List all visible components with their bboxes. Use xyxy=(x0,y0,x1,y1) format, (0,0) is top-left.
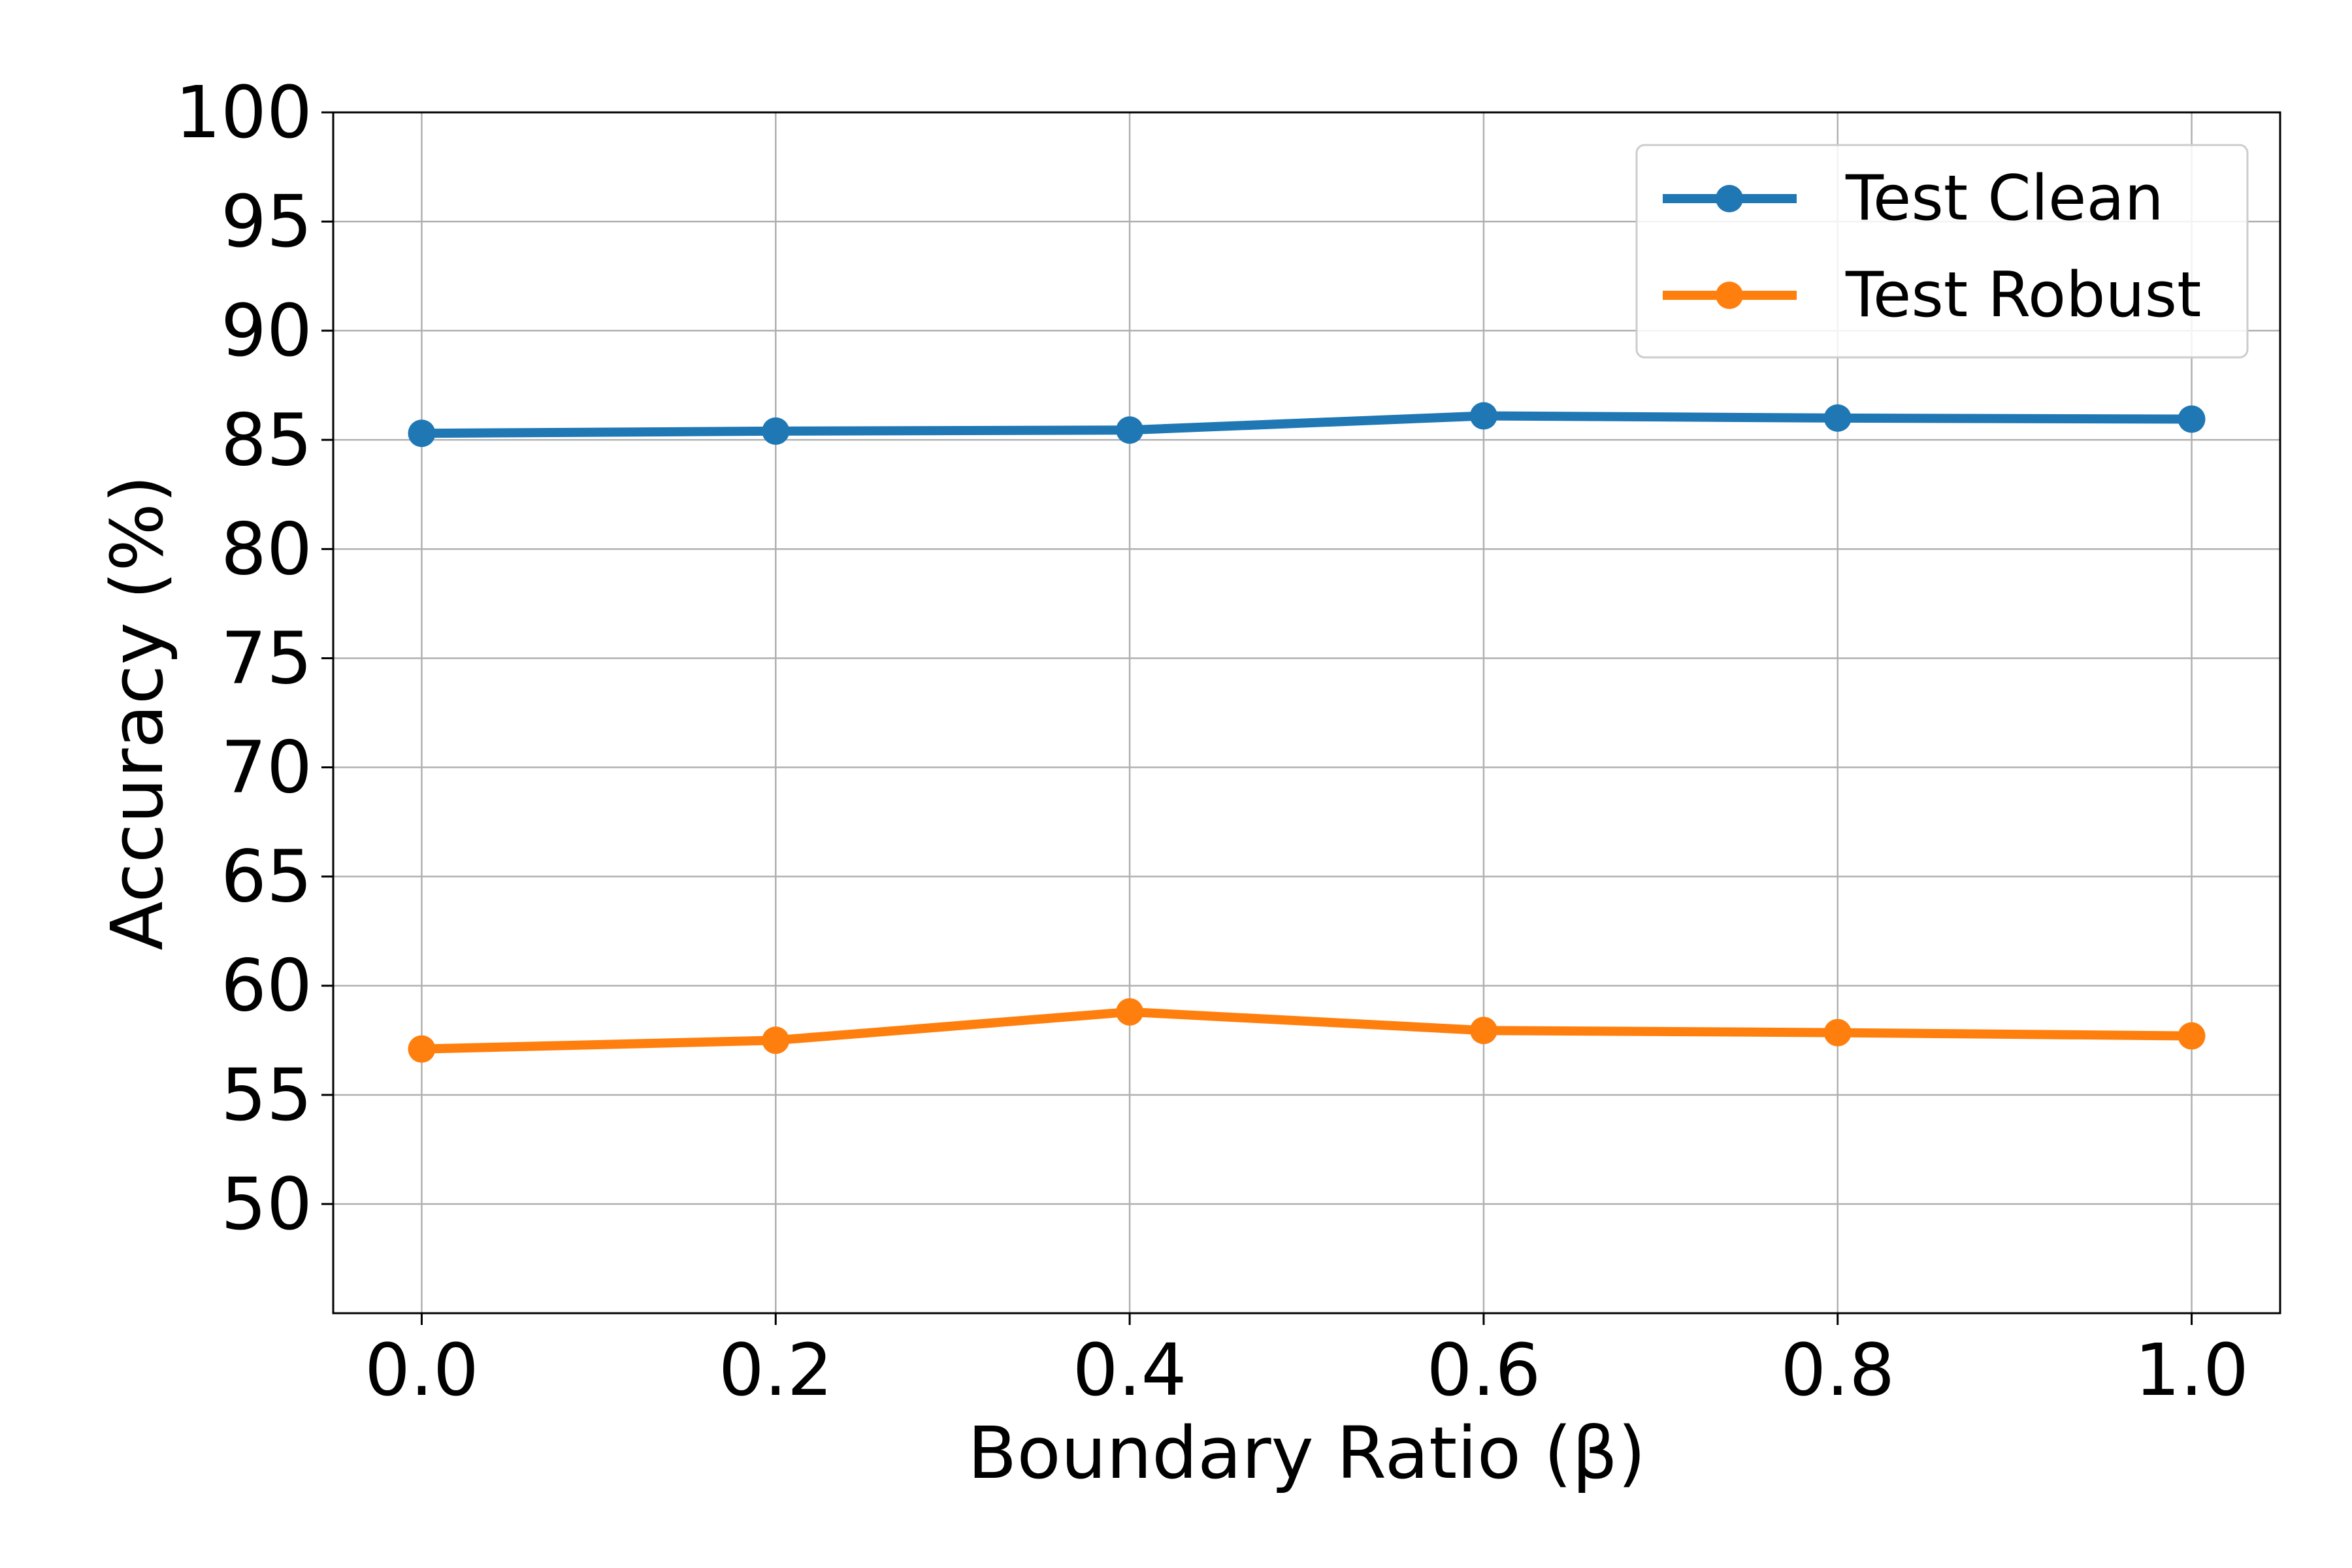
legend-item: Test Robust xyxy=(1663,259,2201,331)
data-point xyxy=(1469,1017,1497,1045)
data-point xyxy=(408,419,436,448)
series-line xyxy=(417,411,2197,438)
y-tick-label: 100 xyxy=(175,71,312,154)
data-point xyxy=(1823,1019,1852,1047)
x-tick-label: 0.6 xyxy=(1426,1328,1541,1412)
y-tick-label: 80 xyxy=(221,507,312,591)
series-layer xyxy=(408,402,2206,1063)
data-point xyxy=(762,1026,790,1054)
series-test-clean xyxy=(408,402,2206,448)
data-point xyxy=(2178,405,2206,433)
x-axis-label: Boundary Ratio (β) xyxy=(968,1411,1646,1495)
data-point xyxy=(1469,402,1497,430)
legend-label: Test Clean xyxy=(1845,163,2164,235)
y-tick-label: 65 xyxy=(221,835,312,919)
y-tick-label: 70 xyxy=(221,726,312,809)
y-tick-label: 60 xyxy=(221,944,312,1028)
data-point xyxy=(2178,1022,2206,1050)
y-tick-label: 75 xyxy=(221,616,312,700)
y-axis-label: Accuracy (%) xyxy=(95,475,179,951)
series-test-robust xyxy=(408,998,2206,1063)
legend-marker xyxy=(1716,185,1743,212)
grid xyxy=(333,111,2280,1313)
data-point xyxy=(1116,998,1144,1026)
x-tick-label: 1.0 xyxy=(2134,1328,2249,1412)
data-point xyxy=(408,1035,436,1063)
legend-label: Test Robust xyxy=(1845,259,2201,331)
x-tick-label: 0.8 xyxy=(1780,1328,1895,1412)
legend-marker xyxy=(1716,282,1743,309)
x-tick-label: 0.4 xyxy=(1073,1328,1187,1412)
y-tick-label: 85 xyxy=(221,398,312,482)
y-tick-label: 55 xyxy=(221,1053,312,1137)
y-tick-label: 90 xyxy=(221,289,312,372)
data-point xyxy=(762,417,790,445)
data-point xyxy=(1116,416,1144,444)
legend-item: Test Clean xyxy=(1663,163,2164,235)
x-tick-label: 0.2 xyxy=(719,1328,833,1412)
y-tick-label: 50 xyxy=(221,1162,312,1246)
plot-frame xyxy=(332,111,2281,1315)
y-tick-label: 95 xyxy=(221,180,312,263)
series-line xyxy=(417,1007,2197,1054)
ticks: 0.0 0.2 0.4 0.6 0.8 1.0 50 55 60 65 70 75 80 85 90 95 10… xyxy=(175,71,2249,1412)
legend: Test Clean Test Robust xyxy=(1635,144,2249,359)
data-point xyxy=(1823,404,1852,432)
x-tick-label: 0.0 xyxy=(365,1328,479,1412)
